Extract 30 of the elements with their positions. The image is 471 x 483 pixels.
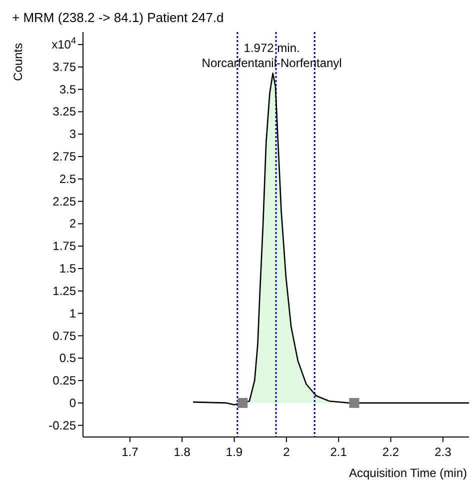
y-tick-label: 1.75: [52, 239, 76, 254]
x-tick-label: 2: [283, 445, 290, 459]
y-tick-label: 1.5: [59, 262, 76, 276]
y-tick-label: 2: [69, 216, 76, 231]
y-tick-label: -0.25: [48, 418, 76, 432]
x-tick-label: 2.1: [330, 445, 348, 459]
y-tick-label: 1: [69, 306, 76, 320]
x-tick-label: 1.7: [122, 445, 139, 459]
x-tick-label: 2.3: [434, 445, 452, 459]
y-tick-label: 2.75: [52, 150, 76, 164]
y-tick-label: 3.75: [52, 60, 76, 74]
x-tick-label: 2.2: [382, 445, 400, 459]
y-tick-label: 2.5: [59, 172, 76, 186]
y-tick-label: 0.25: [52, 374, 76, 388]
x-tick-label: 1.8: [174, 445, 191, 459]
y-tick-label: 3.25: [52, 104, 76, 119]
annotation: 1.972 min.: [244, 41, 300, 56]
x-axis-title: Acquisition Time (min): [348, 466, 468, 480]
y-axis-title: Counts: [11, 42, 25, 82]
y-tick-label: 0: [69, 396, 76, 410]
y-tick-label: 3: [69, 127, 76, 142]
x-tick-label: 1.9: [226, 445, 243, 459]
chart-title: + MRM (238.2 -> 84.1) Patient 247.d: [12, 10, 224, 25]
y-tick-label: 3.5: [59, 82, 76, 96]
y-tick-label: 0.5: [59, 351, 76, 366]
y-tick-label: 1.25: [52, 284, 76, 298]
y-tick-label: x10$^{4}$: [52, 36, 76, 52]
y-tick-label: 2.25: [52, 194, 76, 208]
annotation: Norcarfentanil-Norfentanyl: [202, 56, 342, 70]
y-tick-label: 0.75: [52, 328, 76, 343]
